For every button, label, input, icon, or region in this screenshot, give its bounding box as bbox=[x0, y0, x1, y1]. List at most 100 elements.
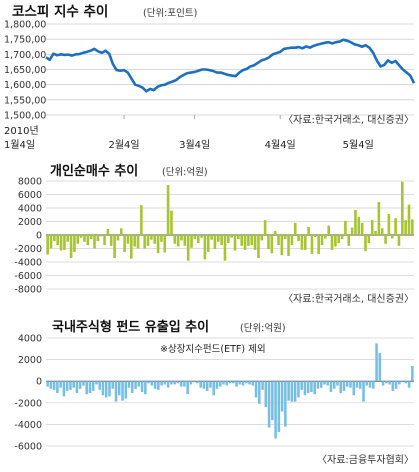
p3-bar bbox=[401, 381, 404, 383]
p3-bar bbox=[290, 381, 294, 402]
p2-bar bbox=[230, 235, 233, 238]
p2-y-tick-label: 8000 bbox=[18, 177, 42, 188]
p2-bar bbox=[173, 235, 177, 244]
p3-bar bbox=[368, 381, 372, 388]
p2-bar bbox=[327, 225, 330, 235]
p2-bar bbox=[227, 235, 230, 244]
p2-bar bbox=[267, 235, 270, 250]
p3-bar bbox=[153, 381, 157, 389]
kospi-x-tick-label: 1월4일 bbox=[4, 139, 35, 151]
p2-bar bbox=[73, 235, 76, 252]
kospi-title: 코스피 지수 추이 bbox=[12, 3, 108, 20]
p3-bar bbox=[88, 381, 92, 394]
p3-bar bbox=[365, 381, 369, 386]
p3-bar bbox=[267, 381, 271, 428]
kospi-y-tick-label: 1,750,00 bbox=[4, 35, 46, 46]
kospi-x-tick-label: 3월4일 bbox=[179, 139, 210, 151]
p2-bar bbox=[320, 235, 324, 246]
p3-bar bbox=[394, 381, 398, 389]
p3-bar bbox=[205, 381, 209, 391]
p2-bar bbox=[163, 235, 167, 253]
p3-bar bbox=[179, 381, 183, 387]
p3-bar bbox=[101, 381, 105, 396]
p2-bar bbox=[344, 220, 347, 235]
p2-bar bbox=[384, 235, 387, 244]
p2-bar bbox=[190, 235, 193, 248]
p2-bar bbox=[277, 235, 280, 246]
kospi-x-tick-label: 5월4일 bbox=[343, 139, 374, 151]
p3-bar bbox=[127, 381, 131, 388]
p3-bar bbox=[274, 381, 277, 439]
p3-bar bbox=[277, 381, 281, 432]
p2-bar bbox=[263, 220, 267, 235]
p2-bar bbox=[170, 210, 173, 235]
p3-y-tick-label: -6000 bbox=[14, 442, 42, 453]
p3-bar bbox=[261, 381, 264, 390]
p3-bar bbox=[124, 381, 128, 399]
p2-y-tick-label: 6000 bbox=[18, 190, 42, 201]
p2-bar bbox=[253, 235, 257, 250]
p2-bar bbox=[130, 235, 133, 259]
p2-bar bbox=[270, 235, 274, 254]
p3-bar bbox=[72, 381, 75, 388]
p2-bar bbox=[89, 235, 93, 240]
p2-bar bbox=[407, 204, 411, 236]
p3-bar bbox=[251, 381, 255, 386]
p3-bar bbox=[49, 381, 53, 389]
p3-bar bbox=[46, 381, 49, 387]
p2-bar bbox=[49, 235, 53, 249]
p2-bar bbox=[216, 235, 220, 242]
p3-bar bbox=[85, 381, 88, 395]
p3-bar bbox=[329, 381, 333, 392]
p2-bar bbox=[300, 235, 304, 250]
p3-bar bbox=[75, 381, 79, 394]
p3-bar bbox=[82, 381, 85, 386]
p2-bar bbox=[79, 235, 83, 238]
p2-bar bbox=[257, 235, 260, 258]
p2-bar bbox=[103, 235, 106, 246]
p3-bar bbox=[404, 381, 408, 384]
p2-bar bbox=[116, 235, 120, 241]
kospi-x-tick-label: 2010년 bbox=[4, 125, 39, 137]
p2-bar bbox=[213, 235, 217, 250]
p3-bar bbox=[62, 381, 66, 397]
p2-bar bbox=[66, 235, 70, 242]
kospi-series-line bbox=[45, 38, 416, 93]
p3-bar bbox=[306, 381, 310, 394]
p2-bar bbox=[143, 235, 146, 249]
p2-bar bbox=[307, 226, 310, 235]
kospi-source: 〈자료:한국거래소, 대신증권〉 bbox=[283, 114, 414, 126]
kospi-y-tick-label: 1,800,00 bbox=[4, 20, 46, 31]
p2-bar bbox=[380, 228, 384, 235]
p2-bar bbox=[136, 235, 140, 249]
p2-y-tick-label: -8000 bbox=[14, 285, 42, 296]
p3-bar bbox=[222, 381, 225, 385]
p3-bar bbox=[56, 381, 59, 394]
p2-bar bbox=[183, 235, 187, 246]
p2-bar bbox=[287, 235, 290, 256]
p3-bar bbox=[352, 381, 356, 396]
p3-bar bbox=[316, 381, 320, 389]
p3-bar bbox=[65, 381, 69, 391]
p3-bar bbox=[297, 381, 300, 398]
p3-y-tick-label: 4000 bbox=[18, 334, 42, 345]
p3-bar bbox=[254, 381, 258, 398]
p2-bar bbox=[340, 235, 344, 240]
p3-bar bbox=[342, 381, 346, 391]
p2-bar bbox=[283, 235, 287, 240]
kospi-x-tick-label: 4월4일 bbox=[265, 139, 296, 151]
p3-bar bbox=[202, 381, 206, 389]
p3-bar bbox=[173, 381, 176, 385]
p3-bar bbox=[332, 381, 336, 389]
p3-bar bbox=[111, 381, 115, 389]
p2-bar bbox=[166, 185, 170, 235]
p2-bar bbox=[83, 235, 86, 242]
p3-bar bbox=[238, 381, 242, 385]
p3-bar bbox=[104, 381, 108, 398]
p3-bar bbox=[228, 381, 232, 384]
p3-bar bbox=[69, 381, 72, 390]
p3-bar bbox=[231, 381, 235, 384]
p2-bar bbox=[367, 235, 371, 244]
p2-bar bbox=[186, 235, 190, 261]
p3-bar bbox=[176, 381, 180, 384]
